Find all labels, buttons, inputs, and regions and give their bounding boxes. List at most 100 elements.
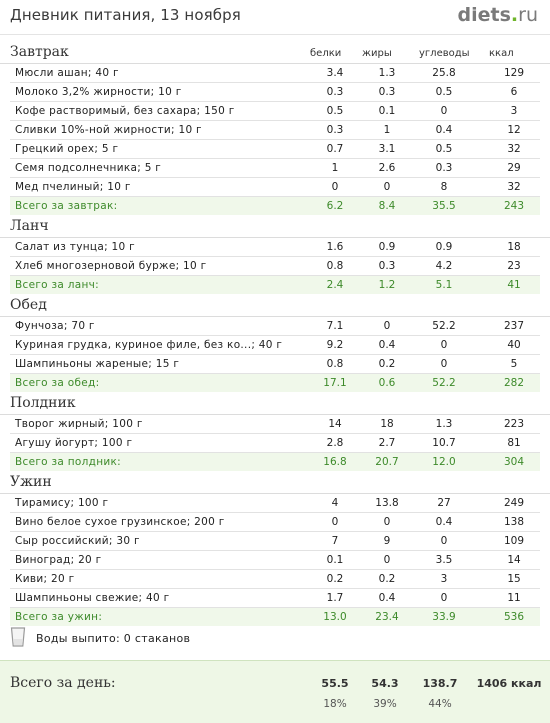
meal-total-kcal: 304: [503, 456, 525, 468]
day-fat-percent: 39%: [373, 698, 397, 710]
food-kcal: 5: [510, 358, 518, 370]
meal-total-carbs: 12.0: [432, 456, 456, 468]
food-row: Сыр российский; 30 г 7 9 0 109: [10, 532, 540, 551]
food-kcal: 237: [503, 320, 525, 332]
meal-total-label: Всего за полдник:: [15, 456, 121, 468]
food-fat: 18: [380, 418, 394, 430]
food-name: Шампиньоны свежие; 40 г: [15, 592, 170, 604]
food-fat: 0.2: [378, 573, 396, 585]
meal-section: Завтрак белки жиры углеводы ккал Мюсли ашан; …: [0, 44, 550, 215]
food-carbs: 52.2: [432, 320, 456, 332]
food-name: Тирамису; 100 г: [15, 497, 109, 509]
food-carbs: 0.4: [435, 516, 453, 528]
day-carbs-percent: 44%: [428, 698, 452, 710]
column-header-fat: жиры: [362, 48, 392, 59]
meal-total-fat: 0.6: [378, 377, 396, 389]
food-fat: 3.1: [378, 143, 396, 155]
meal-section: Обед Фунчоза; 70 г 7.1 0 52.2 237 Куриная груд…: [0, 297, 550, 392]
meal-section: Ланч Салат из тунца; 10 г 1.6 0.9 0.9 18 Хлеб …: [0, 218, 550, 294]
meal-title: Завтрак: [10, 44, 69, 60]
food-protein: 1: [331, 162, 339, 174]
food-row: Мед пчелиный; 10 г 0 0 8 32: [10, 178, 540, 197]
food-row: Мюсли ашан; 40 г 3.4 1.3 25.8 129: [10, 64, 540, 83]
food-fat: 0.1: [378, 105, 396, 117]
food-kcal: 15: [507, 573, 521, 585]
meal-header: Ужин: [0, 474, 550, 494]
food-name: Молоко 3,2% жирности; 10 г: [15, 86, 182, 98]
food-row: Семя подсолнечника; 5 г 1 2.6 0.3 29: [10, 159, 540, 178]
food-name: Мед пчелиный; 10 г: [15, 181, 131, 193]
meal-total-kcal: 536: [503, 611, 525, 623]
food-protein: 0.8: [326, 358, 344, 370]
food-kcal: 32: [507, 181, 521, 193]
food-protein: 0: [331, 516, 339, 528]
food-row: Агушу йогурт; 100 г 2.8 2.7 10.7 81: [10, 434, 540, 453]
meal-total-carbs: 5.1: [435, 279, 453, 291]
food-kcal: 129: [503, 67, 525, 79]
food-name: Грецкий орех; 5 г: [15, 143, 119, 155]
meal-total-carbs: 33.9: [432, 611, 456, 623]
food-name: Творог жирный; 100 г: [15, 418, 143, 430]
page-title: Дневник питания, 13 ноября: [10, 6, 241, 24]
food-protein: 7: [331, 535, 339, 547]
meal-total-kcal: 243: [503, 200, 525, 212]
day-total-label: Всего за день:: [10, 675, 116, 691]
food-protein: 0.1: [326, 554, 344, 566]
glass-icon: [10, 626, 26, 648]
food-carbs: 0.9: [435, 241, 453, 253]
food-name: Куриная грудка, куриное филе, без ко...;…: [15, 339, 283, 351]
food-protein: 0.2: [326, 573, 344, 585]
food-protein: 0.8: [326, 260, 344, 272]
food-name: Фунчоза; 70 г: [15, 320, 95, 332]
meal-total-carbs: 35.5: [432, 200, 456, 212]
food-name: Сливки 10%-ной жирности; 10 г: [15, 124, 202, 136]
food-row: Вино белое сухое грузинское; 200 г 0 0 0.4 1…: [10, 513, 540, 532]
meal-total-row: Всего за обед: 17.1 0.6 52.2 282: [10, 374, 540, 392]
food-fat: 0.3: [378, 260, 396, 272]
food-carbs: 0: [440, 592, 448, 604]
meal-total-row: Всего за ланч: 2.4 1.2 5.1 41: [10, 276, 540, 294]
meal-title: Ужин: [10, 474, 52, 490]
food-carbs: 3: [440, 573, 448, 585]
food-carbs: 0.3: [435, 162, 453, 174]
food-kcal: 14: [507, 554, 521, 566]
meal-total-fat: 1.2: [378, 279, 396, 291]
food-row: Тирамису; 100 г 4 13.8 27 249: [10, 494, 540, 513]
food-carbs: 10.7: [432, 437, 456, 449]
column-header-kcal: ккал: [489, 48, 514, 59]
meal-total-label: Всего за ланч:: [15, 279, 100, 291]
meal-total-protein: 16.8: [323, 456, 347, 468]
logo-text: diets: [457, 4, 511, 26]
food-fat: 0: [383, 181, 391, 193]
food-carbs: 0.4: [435, 124, 453, 136]
food-carbs: 1.3: [435, 418, 453, 430]
food-kcal: 12: [507, 124, 521, 136]
meals-table: Завтрак белки жиры углеводы ккал Мюсли ашан; …: [0, 44, 550, 629]
food-kcal: 6: [510, 86, 518, 98]
food-carbs: 0.5: [435, 86, 453, 98]
food-fat: 0.4: [378, 339, 396, 351]
food-kcal: 11: [507, 592, 521, 604]
meal-total-row: Всего за ужин: 13.0 23.4 33.9 536: [10, 608, 540, 626]
food-carbs: 25.8: [432, 67, 456, 79]
day-fat: 54.3: [371, 677, 399, 690]
food-carbs: 0.5: [435, 143, 453, 155]
meal-total-protein: 6.2: [326, 200, 344, 212]
food-carbs: 0: [440, 358, 448, 370]
food-name: Мюсли ашан; 40 г: [15, 67, 119, 79]
food-row: Хлеб многозерновой бурже; 10 г 0.8 0.3 4.2 2…: [10, 257, 540, 276]
food-row: Фунчоза; 70 г 7.1 0 52.2 237: [10, 317, 540, 336]
food-name: Сыр российский; 30 г: [15, 535, 140, 547]
food-kcal: 223: [503, 418, 525, 430]
meal-total-fat: 23.4: [375, 611, 399, 623]
food-name: Агушу йогурт; 100 г: [15, 437, 133, 449]
site-logo[interactable]: diets.ru: [458, 4, 538, 26]
food-protein: 1.6: [326, 241, 344, 253]
logo-tld: ru: [518, 4, 538, 26]
meal-total-fat: 20.7: [375, 456, 399, 468]
food-carbs: 3.5: [435, 554, 453, 566]
food-protein: 3.4: [326, 67, 344, 79]
food-protein: 9.2: [326, 339, 344, 351]
food-row: Куриная грудка, куриное филе, без ко...;…: [10, 336, 540, 355]
meal-total-protein: 17.1: [323, 377, 347, 389]
